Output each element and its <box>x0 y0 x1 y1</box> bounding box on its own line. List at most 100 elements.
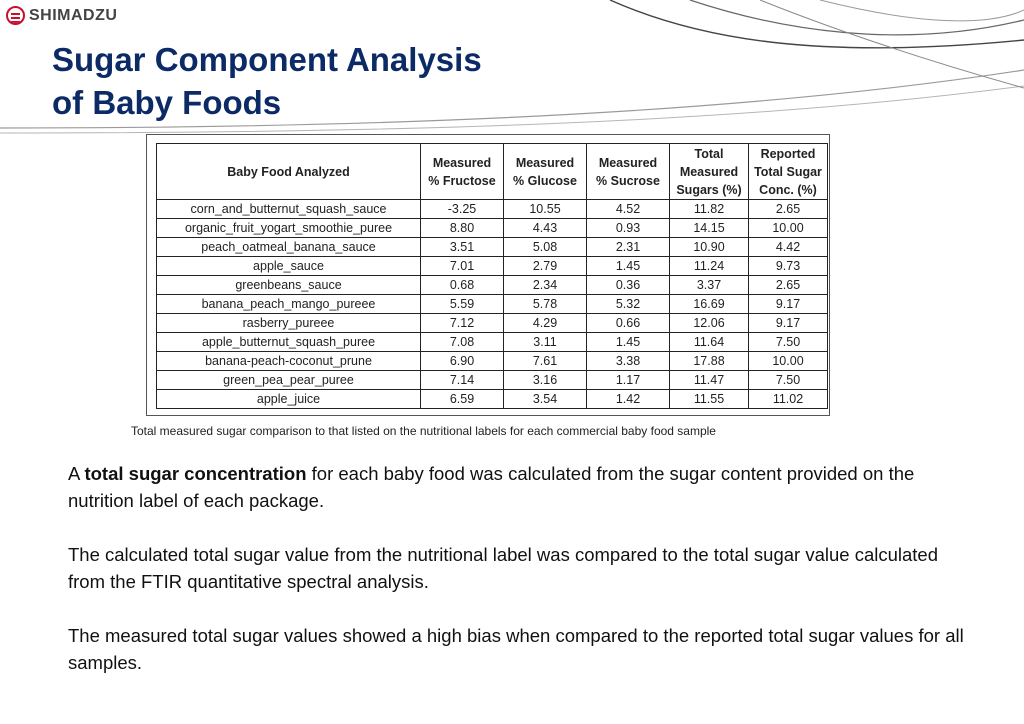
cell-name: greenbeans_sauce <box>156 275 421 295</box>
cell-fructose: 8.80 <box>420 218 504 238</box>
cell-fructose: 6.90 <box>420 351 504 371</box>
cell-name: apple_juice <box>156 389 421 409</box>
cell-reported: 7.50 <box>748 370 828 390</box>
header-baby-food: Baby Food Analyzed <box>156 143 421 200</box>
cell-sucrose: 1.17 <box>586 370 670 390</box>
table-row: rasberry_pureee 7.12 4.29 0.66 12.06 9.17 <box>156 313 828 333</box>
table-row: apple_butternut_squash_puree 7.08 3.11 1.45… <box>156 332 828 352</box>
cell-fructose: 7.08 <box>420 332 504 352</box>
paragraph-2: The calculated total sugar value from th… <box>68 544 938 592</box>
cell-total: 11.64 <box>669 332 749 352</box>
table-row: greenbeans_sauce 0.68 2.34 0.36 3.37 2.65 <box>156 275 828 295</box>
table-image-frame: Baby Food Analyzed Measured % Fructose M… <box>146 134 830 416</box>
cell-total: 11.55 <box>669 389 749 409</box>
title-line-2: of Baby Foods <box>52 84 282 121</box>
decorative-swoosh-lines <box>0 0 1024 134</box>
cell-fructose: 5.59 <box>420 294 504 314</box>
cell-glucose: 2.34 <box>503 275 587 295</box>
body-text: A total sugar concentration for each bab… <box>68 460 968 703</box>
logo-text: SHIMADZU <box>29 6 118 24</box>
cell-glucose: 4.43 <box>503 218 587 238</box>
table-row: corn_and_butternut_squash_sauce -3.25 10.5… <box>156 199 828 219</box>
table-row: green_pea_pear_puree 7.14 3.16 1.17 11.47 7.5… <box>156 370 828 390</box>
cell-total: 11.24 <box>669 256 749 276</box>
header-total-line3: Sugars (%) <box>676 182 742 197</box>
cell-sucrose: 0.93 <box>586 218 670 238</box>
cell-total: 17.88 <box>669 351 749 371</box>
page-title: Sugar Component Analysis of Baby Foods <box>52 38 612 124</box>
table-row: organic_fruit_yogart_smoothie_puree 8.80 4… <box>156 218 828 238</box>
cell-reported: 4.42 <box>748 237 828 257</box>
cell-total: 11.47 <box>669 370 749 390</box>
cell-reported: 2.65 <box>748 199 828 219</box>
header-sucrose-line2: % Sucrose <box>596 173 660 188</box>
cell-reported: 7.50 <box>748 332 828 352</box>
table-row: banana-peach-coconut_prune 6.90 7.61 3.38 17… <box>156 351 828 371</box>
cell-sucrose: 3.38 <box>586 351 670 371</box>
cell-name: corn_and_butternut_squash_sauce <box>156 199 421 219</box>
header-total-line2: Measured <box>679 164 739 179</box>
cell-sucrose: 5.32 <box>586 294 670 314</box>
p1-rest: for each baby food was calculated from t… <box>68 463 915 511</box>
cell-glucose: 3.16 <box>503 370 587 390</box>
table-row: peach_oatmeal_banana_sauce 3.51 5.08 2.31 10… <box>156 237 828 257</box>
p1-bold: total sugar concentration <box>84 463 307 484</box>
cell-sucrose: 0.66 <box>586 313 670 333</box>
cell-sucrose: 2.31 <box>586 237 670 257</box>
header-glucose: Measured % Glucose <box>503 143 587 200</box>
table-caption: Total measured sugar comparison to that … <box>131 424 716 438</box>
cell-fructose: 6.59 <box>420 389 504 409</box>
header-fructose-line1: Measured <box>432 155 492 170</box>
cell-sucrose: 0.36 <box>586 275 670 295</box>
cell-glucose: 3.54 <box>503 389 587 409</box>
header-total-measured: Total Measured Sugars (%) <box>669 143 749 200</box>
cell-glucose: 5.08 <box>503 237 587 257</box>
cell-sucrose: 1.45 <box>586 256 670 276</box>
shimadzu-logo-icon <box>6 6 25 25</box>
cell-glucose: 5.78 <box>503 294 587 314</box>
header-reported-line3: Conc. (%) <box>759 182 817 197</box>
header-reported-line1: Reported <box>760 146 816 161</box>
cell-total: 11.82 <box>669 199 749 219</box>
table-header-row: Baby Food Analyzed Measured % Fructose M… <box>156 143 828 200</box>
cell-name: apple_sauce <box>156 256 421 276</box>
header-sucrose: Measured % Sucrose <box>586 143 670 200</box>
cell-glucose: 3.11 <box>503 332 587 352</box>
header-total-line1: Total <box>694 146 724 161</box>
header-fructose: Measured % Fructose <box>420 143 504 200</box>
cell-total: 3.37 <box>669 275 749 295</box>
cell-glucose: 4.29 <box>503 313 587 333</box>
cell-name: organic_fruit_yogart_smoothie_puree <box>156 218 421 238</box>
cell-sucrose: 4.52 <box>586 199 670 219</box>
sugar-data-table: Baby Food Analyzed Measured % Fructose M… <box>156 143 828 409</box>
cell-name: green_pea_pear_puree <box>156 370 421 390</box>
cell-fructose: 7.14 <box>420 370 504 390</box>
brand-logo: SHIMADZU <box>6 6 117 25</box>
cell-fructose: -3.25 <box>420 199 504 219</box>
cell-glucose: 10.55 <box>503 199 587 219</box>
cell-name: banana-peach-coconut_prune <box>156 351 421 371</box>
paragraph-3: The measured total sugar values showed a… <box>68 625 964 673</box>
cell-fructose: 7.12 <box>420 313 504 333</box>
cell-name: rasberry_pureee <box>156 313 421 333</box>
cell-reported: 9.17 <box>748 313 828 333</box>
cell-reported: 2.65 <box>748 275 828 295</box>
cell-reported: 10.00 <box>748 218 828 238</box>
cell-name: peach_oatmeal_banana_sauce <box>156 237 421 257</box>
cell-sucrose: 1.45 <box>586 332 670 352</box>
header-glucose-line2: % Glucose <box>513 173 577 188</box>
cell-reported: 9.17 <box>748 294 828 314</box>
header-reported-line2: Total Sugar <box>754 164 822 179</box>
cell-name: apple_butternut_squash_puree <box>156 332 421 352</box>
header-sucrose-line1: Measured <box>598 155 658 170</box>
header-fructose-line2: % Fructose <box>428 173 496 188</box>
header-reported-total: Reported Total Sugar Conc. (%) <box>748 143 828 200</box>
p1-prefix: A <box>68 463 85 484</box>
cell-total: 12.06 <box>669 313 749 333</box>
cell-sucrose: 1.42 <box>586 389 670 409</box>
cell-reported: 9.73 <box>748 256 828 276</box>
cell-reported: 11.02 <box>748 389 828 409</box>
cell-total: 10.90 <box>669 237 749 257</box>
cell-fructose: 0.68 <box>420 275 504 295</box>
title-line-1: Sugar Component Analysis <box>52 41 482 78</box>
